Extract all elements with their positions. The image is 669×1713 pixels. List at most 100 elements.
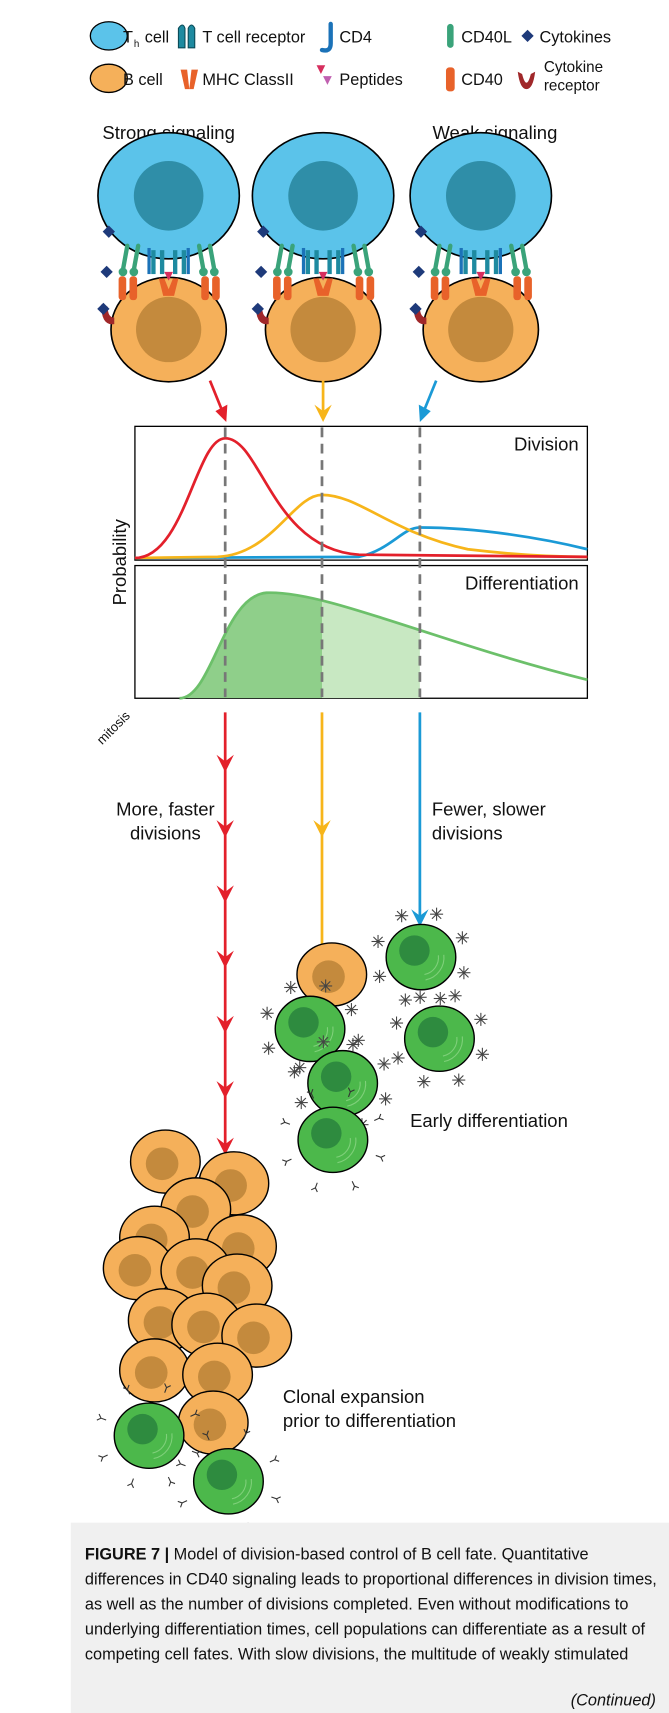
cytokine-star <box>435 993 446 1004</box>
antibody <box>96 1413 107 1421</box>
cytokine-star <box>373 936 384 947</box>
label: divisions <box>432 823 503 844</box>
cd40l-head <box>353 267 363 277</box>
cd40l <box>443 243 453 272</box>
b-nucleus <box>143 1306 177 1339</box>
antibody <box>202 1430 210 1441</box>
peptide <box>164 271 173 281</box>
label: Differentiation <box>465 572 579 593</box>
cytokine-star <box>296 1097 307 1108</box>
mhc <box>158 278 179 296</box>
label: Clonal expansion <box>283 1386 425 1407</box>
cytokine-star <box>477 1049 488 1060</box>
cd40 <box>201 276 209 301</box>
legend-peptide-icon <box>316 65 326 74</box>
cytokine-star <box>294 1062 305 1073</box>
cd40l <box>120 243 130 272</box>
antibody <box>310 1182 318 1193</box>
antibody <box>271 1496 281 1504</box>
cd40l <box>509 243 518 272</box>
arrow-head <box>418 404 431 422</box>
caption-text: Model of division-based control of B cel… <box>169 1546 588 1564</box>
cd40l <box>362 243 371 272</box>
cd40l-head <box>209 267 219 277</box>
b-nucleus <box>217 1271 251 1305</box>
cytokine-star <box>320 980 331 991</box>
antibody <box>167 1476 176 1487</box>
plasma-nucleus <box>127 1413 158 1445</box>
cytokine <box>100 265 113 279</box>
legend-th-icon <box>89 21 128 51</box>
th-nucleus <box>288 160 358 231</box>
label: T cell receptor <box>202 28 306 46</box>
cytokine-star <box>353 1035 364 1046</box>
er-arc <box>313 1027 329 1047</box>
legend-cd4-icon <box>319 21 333 53</box>
er-arc <box>346 1081 361 1102</box>
label: Cytokines <box>540 28 612 46</box>
cytokine-star <box>453 1075 464 1086</box>
antibody <box>176 1459 186 1467</box>
plasma-nucleus <box>288 1007 319 1038</box>
cytokine-star <box>263 1043 274 1054</box>
label: divisions <box>130 823 201 844</box>
label: CD40 <box>461 71 503 89</box>
cytokine-star <box>475 1014 486 1025</box>
legend-peptide-icon <box>323 76 332 85</box>
label: as well as the number of divisions compl… <box>85 1596 629 1614</box>
label: MHC ClassII <box>202 71 293 89</box>
cd40 <box>355 276 364 301</box>
antibody <box>98 1454 108 1462</box>
legend-receptor-icon <box>517 71 536 90</box>
cd40 <box>366 276 375 301</box>
er-arc <box>336 1138 351 1158</box>
antibody <box>269 1455 280 1463</box>
cytokine <box>412 265 425 279</box>
cd40l <box>131 243 141 272</box>
label: competing cell fates. With slow division… <box>85 1646 628 1664</box>
cd40 <box>212 276 220 301</box>
mhc <box>470 278 491 296</box>
antibody <box>122 1384 131 1395</box>
caption-label: FIGURE 7 | <box>85 1546 169 1564</box>
diff-area <box>321 600 420 699</box>
th-nucleus <box>133 160 204 231</box>
division-curve <box>134 436 588 560</box>
label: receptor <box>544 77 600 94</box>
plasma-nucleus <box>311 1118 342 1149</box>
b-nucleus <box>176 1256 209 1289</box>
cytokine-star <box>318 1036 329 1047</box>
cd40l-head <box>129 267 139 277</box>
arrow-head <box>216 820 234 838</box>
label: More, faster <box>116 799 215 820</box>
er-arc <box>347 1080 367 1107</box>
b-nucleus <box>134 1356 168 1389</box>
legend-cd40l-icon <box>447 23 454 48</box>
er-arc <box>314 1026 334 1053</box>
legend-mhc-icon <box>180 69 199 90</box>
cd40l <box>275 243 284 272</box>
cytokine-star <box>396 910 407 921</box>
arrow-head <box>411 909 429 927</box>
diff-area <box>179 592 322 699</box>
label: Early differentiation <box>410 1110 568 1131</box>
er-arc <box>443 1036 463 1063</box>
cd40 <box>430 276 439 301</box>
cytokine-star <box>431 909 442 920</box>
cd40 <box>273 276 281 301</box>
antibody <box>164 1383 171 1393</box>
cytokine-star <box>285 982 296 993</box>
cytokine-star <box>380 1093 391 1104</box>
cd40l <box>286 243 295 272</box>
cytokine <box>254 265 268 279</box>
b-nucleus <box>448 296 514 363</box>
cytokine-star <box>393 1052 404 1063</box>
peptide <box>318 271 328 281</box>
antibody <box>374 1113 384 1122</box>
er-arc <box>152 1433 168 1454</box>
er-arc <box>425 954 445 981</box>
cytokine-star <box>289 1066 300 1077</box>
plasma-nucleus <box>320 1061 352 1092</box>
cytokine <box>414 225 428 238</box>
